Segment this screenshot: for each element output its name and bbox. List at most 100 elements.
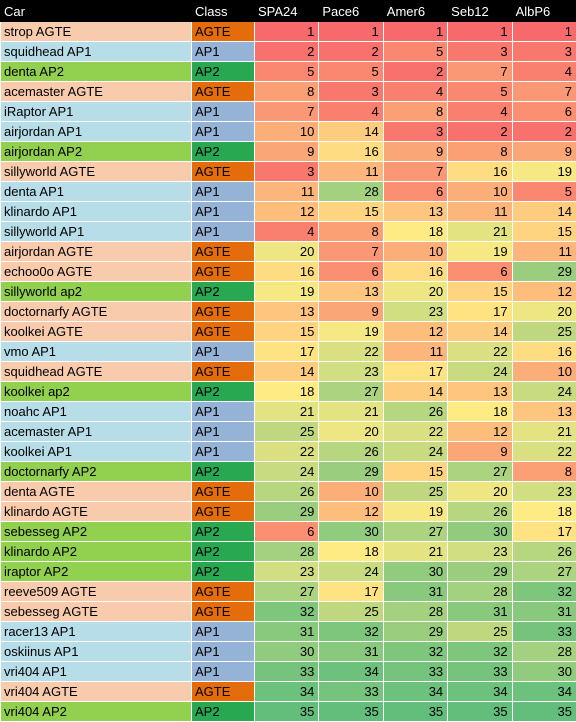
amer6-rank-cell[interactable]: 16 xyxy=(383,262,447,282)
seb12-rank-cell[interactable]: 5 xyxy=(448,82,512,102)
albp6-rank-cell[interactable]: 12 xyxy=(512,282,576,302)
albp6-rank-cell[interactable]: 19 xyxy=(512,162,576,182)
class-cell[interactable]: AGTE xyxy=(192,322,255,342)
class-cell[interactable]: AGTE xyxy=(192,502,255,522)
amer6-rank-cell[interactable]: 18 xyxy=(383,222,447,242)
seb12-rank-cell[interactable]: 21 xyxy=(448,222,512,242)
seb12-rank-cell[interactable]: 30 xyxy=(448,522,512,542)
seb12-rank-cell[interactable]: 34 xyxy=(448,682,512,702)
car-cell[interactable]: denta AP2 xyxy=(1,62,192,82)
spa24-rank-cell[interactable]: 1 xyxy=(255,22,319,42)
spa24-rank-cell[interactable]: 12 xyxy=(255,202,319,222)
seb12-rank-cell[interactable]: 27 xyxy=(448,462,512,482)
pace6-rank-cell[interactable]: 21 xyxy=(319,402,383,422)
spa24-rank-cell[interactable]: 15 xyxy=(255,322,319,342)
amer6-rank-cell[interactable]: 21 xyxy=(383,542,447,562)
class-cell[interactable]: AP1 xyxy=(192,342,255,362)
amer6-rank-cell[interactable]: 20 xyxy=(383,282,447,302)
class-cell[interactable]: AP1 xyxy=(192,182,255,202)
seb12-rank-cell[interactable]: 3 xyxy=(448,42,512,62)
pace6-rank-cell[interactable]: 16 xyxy=(319,142,383,162)
car-cell[interactable]: iraptor AP2 xyxy=(1,562,192,582)
seb12-rank-cell[interactable]: 31 xyxy=(448,602,512,622)
amer6-rank-cell[interactable]: 15 xyxy=(383,462,447,482)
seb12-rank-cell[interactable]: 13 xyxy=(448,382,512,402)
spa24-rank-cell[interactable]: 10 xyxy=(255,122,319,142)
car-cell[interactable]: echoo0o AGTE xyxy=(1,262,192,282)
class-cell[interactable]: AP1 xyxy=(192,442,255,462)
spa24-rank-cell[interactable]: 9 xyxy=(255,142,319,162)
seb12-rank-cell[interactable]: 9 xyxy=(448,442,512,462)
albp6-rank-cell[interactable]: 10 xyxy=(512,362,576,382)
car-cell[interactable]: airjordan AP1 xyxy=(1,122,192,142)
albp6-rank-cell[interactable]: 7 xyxy=(512,82,576,102)
spa24-rank-cell[interactable]: 34 xyxy=(255,682,319,702)
albp6-rank-cell[interactable]: 22 xyxy=(512,442,576,462)
pace6-rank-cell[interactable]: 31 xyxy=(319,642,383,662)
amer6-rank-cell[interactable]: 5 xyxy=(383,42,447,62)
class-cell[interactable]: AGTE xyxy=(192,242,255,262)
car-cell[interactable]: airjordan AP2 xyxy=(1,142,192,162)
pace6-rank-cell[interactable]: 33 xyxy=(319,682,383,702)
spa24-rank-cell[interactable]: 17 xyxy=(255,342,319,362)
seb12-rank-cell[interactable]: 29 xyxy=(448,562,512,582)
pace6-rank-cell[interactable]: 30 xyxy=(319,522,383,542)
pace6-rank-cell[interactable]: 18 xyxy=(319,542,383,562)
class-cell[interactable]: AGTE xyxy=(192,262,255,282)
albp6-rank-cell[interactable]: 25 xyxy=(512,322,576,342)
seb12-rank-cell[interactable]: 6 xyxy=(448,262,512,282)
seb12-rank-cell[interactable]: 11 xyxy=(448,202,512,222)
albp6-rank-cell[interactable]: 8 xyxy=(512,462,576,482)
spa24-rank-cell[interactable]: 4 xyxy=(255,222,319,242)
spa24-rank-cell[interactable]: 19 xyxy=(255,282,319,302)
albp6-rank-cell[interactable]: 28 xyxy=(512,642,576,662)
class-cell[interactable]: AGTE xyxy=(192,602,255,622)
amer6-rank-cell[interactable]: 26 xyxy=(383,402,447,422)
pace6-rank-cell[interactable]: 12 xyxy=(319,502,383,522)
header-class[interactable]: Class xyxy=(192,1,255,22)
spa24-rank-cell[interactable]: 20 xyxy=(255,242,319,262)
albp6-rank-cell[interactable]: 23 xyxy=(512,482,576,502)
amer6-rank-cell[interactable]: 10 xyxy=(383,242,447,262)
class-cell[interactable]: AP2 xyxy=(192,142,255,162)
car-cell[interactable]: sebesseg AGTE xyxy=(1,602,192,622)
seb12-rank-cell[interactable]: 15 xyxy=(448,282,512,302)
albp6-rank-cell[interactable]: 29 xyxy=(512,262,576,282)
car-cell[interactable]: vmo AP1 xyxy=(1,342,192,362)
albp6-rank-cell[interactable]: 11 xyxy=(512,242,576,262)
spa24-rank-cell[interactable]: 28 xyxy=(255,542,319,562)
car-cell[interactable]: iRaptor AP1 xyxy=(1,102,192,122)
seb12-rank-cell[interactable]: 28 xyxy=(448,582,512,602)
header-pace6[interactable]: Pace6 xyxy=(319,1,383,22)
pace6-rank-cell[interactable]: 9 xyxy=(319,302,383,322)
car-cell[interactable]: reeve509 AGTE xyxy=(1,582,192,602)
pace6-rank-cell[interactable]: 2 xyxy=(319,42,383,62)
class-cell[interactable]: AGTE xyxy=(192,582,255,602)
class-cell[interactable]: AP2 xyxy=(192,462,255,482)
spa24-rank-cell[interactable]: 24 xyxy=(255,462,319,482)
spa24-rank-cell[interactable]: 29 xyxy=(255,502,319,522)
spa24-rank-cell[interactable]: 25 xyxy=(255,422,319,442)
car-cell[interactable]: acemaster AGTE xyxy=(1,82,192,102)
car-cell[interactable]: sebesseg AP2 xyxy=(1,522,192,542)
car-cell[interactable]: vri404 AP1 xyxy=(1,662,192,682)
class-cell[interactable]: AP1 xyxy=(192,42,255,62)
amer6-rank-cell[interactable]: 14 xyxy=(383,382,447,402)
pace6-rank-cell[interactable]: 26 xyxy=(319,442,383,462)
seb12-rank-cell[interactable]: 22 xyxy=(448,342,512,362)
spa24-rank-cell[interactable]: 35 xyxy=(255,702,319,722)
pace6-rank-cell[interactable]: 10 xyxy=(319,482,383,502)
amer6-rank-cell[interactable]: 30 xyxy=(383,562,447,582)
car-cell[interactable]: klinardo AP2 xyxy=(1,542,192,562)
albp6-rank-cell[interactable]: 6 xyxy=(512,102,576,122)
spa24-rank-cell[interactable]: 26 xyxy=(255,482,319,502)
amer6-rank-cell[interactable]: 31 xyxy=(383,582,447,602)
header-seb12[interactable]: Seb12 xyxy=(448,1,512,22)
amer6-rank-cell[interactable]: 13 xyxy=(383,202,447,222)
class-cell[interactable]: AP1 xyxy=(192,422,255,442)
car-cell[interactable]: koolkei ap2 xyxy=(1,382,192,402)
albp6-rank-cell[interactable]: 27 xyxy=(512,562,576,582)
spa24-rank-cell[interactable]: 33 xyxy=(255,662,319,682)
car-cell[interactable]: acemaster AP1 xyxy=(1,422,192,442)
pace6-rank-cell[interactable]: 25 xyxy=(319,602,383,622)
